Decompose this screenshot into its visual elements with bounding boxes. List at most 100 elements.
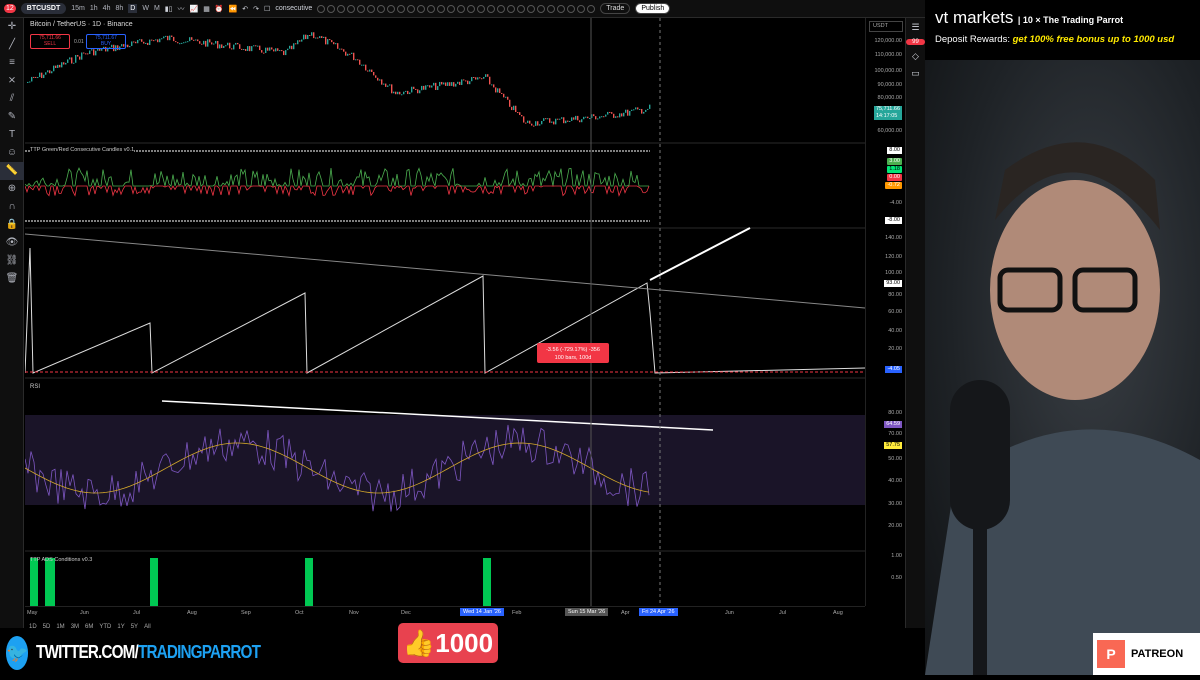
indicator-shortcut[interactable] [397,4,406,13]
range-all[interactable]: All [144,624,151,630]
currency-select[interactable]: USDT [869,21,903,32]
rsi-ma-line [25,442,650,494]
indicator-shortcut[interactable] [407,4,416,13]
candle [499,88,501,93]
alert-icon[interactable]: ⏰ [214,5,224,13]
candle [149,39,151,46]
magnet-icon[interactable]: ∩ [8,201,16,212]
line-chart-icon[interactable]: 〰 [177,5,185,13]
indicator-shortcut[interactable] [527,4,536,13]
symbol-search[interactable]: BTCUSDT [20,3,67,14]
indicator-shortcut[interactable] [567,4,576,13]
candle-type-icon[interactable]: ▮▯ [164,5,173,13]
candle [63,62,65,65]
tf-w[interactable]: W [142,5,149,12]
candle [49,70,51,74]
indicator-shortcut[interactable] [357,4,366,13]
indicator-shortcut[interactable] [337,4,346,13]
time-axis[interactable]: May Jun Jul Aug Sep Oct Nov Dec Feb Apr … [25,606,865,619]
range-1m[interactable]: 1M [56,624,65,630]
redo-icon[interactable]: ↷ [253,5,260,13]
candle [181,42,183,44]
indicator-shortcut[interactable] [437,4,446,13]
watchlist-icon[interactable]: ☰ [911,22,920,32]
tf-m[interactable]: M [153,5,160,12]
range-3m[interactable]: 3M [70,624,80,630]
range-1d[interactable]: 1D [29,624,37,630]
chat-icon[interactable]: ▭ [911,68,920,78]
indicator-shortcut[interactable] [497,4,506,13]
candle [51,71,53,74]
range-6m[interactable]: 6M [85,624,94,630]
indicator-shortcut[interactable] [327,4,336,13]
chart-canvas[interactable] [25,18,865,606]
eye-icon[interactable]: 👁 [5,237,19,248]
ind-tick: -4.00 [889,200,902,206]
indicator-shortcut[interactable] [457,4,466,13]
pattern-icon[interactable]: ⨯ [7,75,17,86]
price-axis[interactable]: USDT 120,000.00 110,000.00 100,000.00 90… [865,18,905,606]
tf-1h[interactable]: 1h [89,5,98,12]
time-tick: Dec [401,610,411,616]
indicator-shortcut[interactable] [467,4,476,13]
indicator-shortcut[interactable] [517,4,526,13]
indicator-shortcut[interactable] [347,4,356,13]
emoji-icon[interactable]: ☺ [6,147,18,158]
buy-button[interactable]: 75,711.67 BUY [86,34,126,49]
undo-icon[interactable]: ↶ [242,5,249,13]
notification-badge[interactable]: 12 [4,4,16,13]
candle [121,44,123,47]
tf-d[interactable]: D [128,4,138,13]
twitter-overlay: 🐦 TWITTER.COM/TRADINGPARROT [0,630,295,675]
text-icon[interactable]: T [8,129,16,140]
layout-checkbox[interactable]: ☐ [264,5,271,13]
crosshair-icon[interactable]: ✛ [7,21,17,32]
range-5d[interactable]: 5D [42,624,51,630]
indicator-shortcut[interactable] [577,4,586,13]
indicator-shortcut[interactable] [557,4,566,13]
candle [487,74,489,77]
channel-icon[interactable]: ⫽ [9,93,15,104]
brush-icon[interactable]: ✎ [7,111,17,122]
indicator-shortcut[interactable] [367,4,376,13]
indicator-shortcut[interactable] [547,4,556,13]
trash-icon[interactable]: 🗑 [5,273,19,284]
fib-icon[interactable]: ≡ [9,57,15,68]
tf-15m[interactable]: 15m [71,5,85,12]
candle [75,54,77,63]
indicator-shortcut[interactable] [317,4,326,13]
range-ytd[interactable]: YTD [99,624,112,630]
link-icon[interactable]: ⛓ [5,255,19,266]
templates-icon[interactable]: ▦ [203,5,210,13]
candle [101,48,103,51]
indicator-shortcut[interactable] [447,4,456,13]
candle [561,117,563,119]
candle [325,36,327,45]
trade-button[interactable]: Trade [600,3,631,14]
indicator-shortcut[interactable] [417,4,426,13]
ruler-icon[interactable]: 📏 [0,162,24,180]
indicator-shortcut[interactable] [507,4,516,13]
replay-icon[interactable]: ⏪ [228,5,238,13]
indicator-shortcut[interactable] [427,4,436,13]
range-1y[interactable]: 1Y [117,624,125,630]
indicator-shortcut[interactable] [587,4,596,13]
indicator-shortcut[interactable] [487,4,496,13]
sponsor-banner: vt markets | 10 × The Trading Parrot Dep… [925,0,1200,58]
publish-button[interactable]: Publish [635,3,671,14]
indicators-icon[interactable]: 📈 [189,5,199,13]
zoom-icon[interactable]: ⊕ [7,183,17,194]
tf-8h[interactable]: 8h [115,5,124,12]
layers-icon[interactable]: ◇ [912,51,919,61]
indicator-shortcut[interactable] [477,4,486,13]
sell-button[interactable]: 75,711.66 SELL [30,34,70,49]
alerts-icon[interactable]: 99 [906,39,925,45]
indicator-shortcut[interactable] [387,4,396,13]
range-5y[interactable]: 5Y [130,624,139,630]
indicator-shortcut[interactable] [377,4,386,13]
trendline-icon[interactable]: ╱ [8,39,16,50]
lock-icon[interactable]: 🔒 [5,219,19,230]
layout-name[interactable]: consecutive [275,5,313,12]
tf-4h[interactable]: 4h [102,5,111,12]
indicator-shortcut[interactable] [537,4,546,13]
